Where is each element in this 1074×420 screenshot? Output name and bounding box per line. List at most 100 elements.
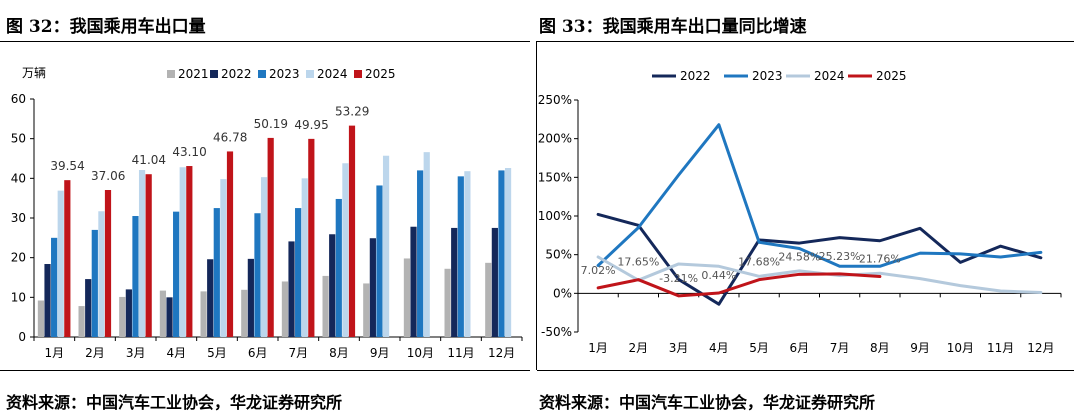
legend-label-2024: 2024 [317, 67, 348, 81]
bar-2024-7月 [301, 178, 308, 337]
bar-2021-3月 [119, 296, 126, 337]
bar-2025-4月 [186, 166, 193, 337]
data-label-2025: 24.58% [778, 250, 820, 263]
legend-label-2025: 2025 [876, 69, 907, 83]
y-tick-label: 60 [11, 92, 26, 106]
legend-label-2025: 2025 [365, 67, 396, 81]
y-tick-label: 150% [538, 170, 572, 184]
bar-2022-12月 [491, 227, 498, 337]
bar-2022-6月 [247, 258, 254, 337]
left-source-note: 资料来源：中国汽车工业协会，华龙证券研究所 [6, 393, 343, 412]
bar-2023-2月 [91, 229, 98, 337]
bar-2024-8月 [342, 163, 349, 337]
bar-2025-1月 [64, 180, 71, 337]
y-tick-label: -50% [541, 325, 572, 339]
bar-2023-4月 [173, 211, 180, 337]
x-tick-label: 3月 [669, 341, 689, 355]
bar-2021-5月 [200, 291, 207, 337]
legend-swatch-2024 [306, 70, 314, 78]
bar-2023-11月 [457, 176, 464, 337]
bar-2022-8月 [329, 234, 336, 337]
bar-2021-12月 [485, 262, 492, 337]
data-label-2025: 41.04 [132, 153, 166, 167]
line-series-2022 [596, 212, 1043, 306]
legend-label-2021: 2021 [178, 67, 209, 81]
data-label-2025: 49.95 [294, 118, 328, 132]
bar-2024-12月 [504, 168, 512, 337]
bar-2025-2月 [104, 190, 112, 337]
bar-2023-9月 [376, 185, 383, 337]
bar-2022-3月 [125, 289, 132, 337]
x-tick-label: 1月 [45, 346, 65, 360]
data-label-2025: 53.29 [335, 105, 369, 119]
y-tick-label: 200% [538, 132, 572, 146]
bar-2021-7月 [281, 281, 289, 337]
x-tick-label: 9月 [910, 341, 930, 355]
x-tick-label: 4月 [709, 341, 729, 355]
right-top-rule [537, 41, 1074, 42]
x-tick-label: 11月 [987, 341, 1014, 355]
bar-2023-12月 [498, 170, 505, 337]
bar-2022-7月 [288, 241, 295, 337]
x-tick-label: 10月 [947, 341, 974, 355]
y-tick-label: 0 [18, 330, 26, 344]
x-tick-label: 4月 [167, 346, 187, 360]
line-series-2023 [596, 123, 1043, 268]
data-label-2025: 17.65% [617, 256, 659, 269]
bar-2025-5月 [226, 151, 234, 337]
bar-2023-8月 [335, 198, 342, 337]
export-growth-line-chart: 2022 2023 2024 2025 -50% 0% 50% 100% 150% 200% 250… [538, 69, 1062, 355]
bar-2022-10月 [410, 226, 417, 337]
y-tick-label: 100% [538, 209, 572, 223]
line-series-2025 [596, 272, 882, 298]
legend-label-2023: 2023 [752, 69, 783, 83]
right-source-note: 资料来源：中国汽车工业协会，华龙证券研究所 [539, 393, 876, 412]
bar-2024-3月 [138, 170, 146, 337]
legend-label-2022: 2022 [221, 67, 252, 81]
bar-2025-3月 [145, 174, 152, 337]
bar-2021-9月 [363, 283, 370, 337]
x-tick-label: 8月 [329, 346, 349, 360]
data-label-2025: 25.23% [819, 250, 861, 263]
y-tick-label: 250% [538, 93, 572, 107]
y-tick-label: 0% [553, 286, 572, 300]
x-tick-label: 9月 [370, 346, 390, 360]
data-label-2025: 7.02% [581, 264, 616, 277]
bar-2023-1月 [51, 237, 58, 337]
x-tick-label: 10月 [407, 346, 434, 360]
bar-2024-1月 [57, 190, 64, 337]
bar-2024-4月 [179, 167, 186, 337]
bar-2023-6月 [254, 213, 261, 337]
y-tick-label: 50% [545, 248, 572, 262]
data-label-2025: 39.54 [50, 159, 84, 173]
bar-2022-5月 [207, 259, 214, 337]
bar-2023-7月 [295, 208, 302, 337]
data-label-2025: 50.19 [254, 117, 288, 131]
bar-2025-8月 [348, 125, 356, 338]
bar-2025-6月 [267, 137, 274, 337]
bar-2022-11月 [451, 227, 458, 337]
left-bottom-rule [0, 370, 530, 371]
data-label-2025: 43.10 [172, 145, 206, 159]
right-bottom-rule [537, 370, 1074, 371]
legend-label-2024: 2024 [814, 69, 845, 83]
x-tick-label: 12月 [1027, 341, 1054, 355]
legend-swatch-2023 [258, 70, 266, 78]
bar-2022-2月 [85, 279, 92, 337]
bar-2024-11月 [464, 171, 471, 337]
bar-2021-8月 [322, 275, 329, 337]
bar-2023-3月 [132, 216, 139, 337]
x-tick-label: 2月 [85, 346, 105, 360]
bar-2021-10月 [403, 258, 411, 337]
bar-2023-10月 [417, 170, 424, 337]
legend-label-2023: 2023 [269, 67, 300, 81]
bar-2024-5月 [220, 179, 227, 337]
x-tick-label: 7月 [830, 341, 850, 355]
bar-2022-9月 [369, 238, 376, 337]
bar-2021-11月 [444, 268, 451, 337]
x-tick-label: 6月 [248, 346, 268, 360]
legend-swatch-2022 [210, 70, 218, 78]
bar-2024-2月 [98, 211, 105, 337]
x-tick-label: 8月 [870, 341, 890, 355]
legend-swatch-2021 [167, 70, 175, 78]
